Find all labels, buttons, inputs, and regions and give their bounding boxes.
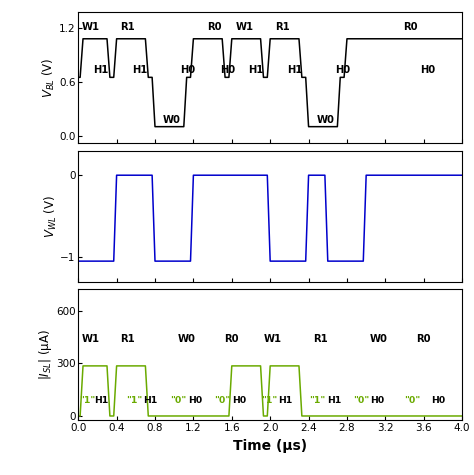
Text: H1: H1 (132, 65, 147, 75)
Text: W1: W1 (82, 21, 100, 32)
Text: W1: W1 (236, 21, 254, 32)
Text: W0: W0 (178, 334, 196, 344)
Text: H1: H1 (327, 397, 341, 406)
Text: R1: R1 (120, 21, 135, 32)
Text: R0: R0 (207, 21, 221, 32)
Y-axis label: $V_{WL}$ (V): $V_{WL}$ (V) (43, 195, 59, 238)
Y-axis label: $|I_{SL}|$ (μA): $|I_{SL}|$ (μA) (37, 330, 55, 380)
Text: R0: R0 (224, 334, 238, 344)
Text: "0": "0" (404, 397, 421, 406)
Text: W0: W0 (163, 115, 181, 125)
Text: W1: W1 (82, 334, 100, 344)
Text: W0: W0 (370, 334, 388, 344)
Text: "1": "1" (262, 397, 278, 406)
Text: H1: H1 (248, 65, 264, 75)
Text: "1": "1" (310, 397, 326, 406)
Text: H0: H0 (232, 397, 246, 406)
Text: H0: H0 (188, 397, 202, 406)
Text: H0: H0 (370, 397, 384, 406)
Text: "0": "0" (353, 397, 369, 406)
Text: H1: H1 (144, 397, 158, 406)
Text: H1: H1 (287, 65, 303, 75)
Text: R1: R1 (275, 21, 290, 32)
X-axis label: Time (μs): Time (μs) (233, 439, 307, 453)
Text: H1: H1 (93, 65, 109, 75)
Text: H0: H0 (180, 65, 195, 75)
Text: R0: R0 (402, 21, 417, 32)
Text: R1: R1 (120, 334, 135, 344)
Text: R0: R0 (416, 334, 430, 344)
Text: W1: W1 (264, 334, 282, 344)
Text: W0: W0 (316, 115, 334, 125)
Text: H0: H0 (336, 65, 351, 75)
Text: H0: H0 (420, 65, 435, 75)
Text: R1: R1 (313, 334, 328, 344)
Text: "0": "0" (215, 397, 231, 406)
Text: H1: H1 (94, 397, 109, 406)
Y-axis label: $V_{BL}$ (V): $V_{BL}$ (V) (41, 57, 57, 98)
Text: "0": "0" (170, 397, 187, 406)
Text: "1": "1" (126, 397, 143, 406)
Text: H0: H0 (431, 397, 446, 406)
Text: H1: H1 (278, 397, 292, 406)
Text: "1": "1" (79, 397, 95, 406)
Text: H0: H0 (220, 65, 236, 75)
